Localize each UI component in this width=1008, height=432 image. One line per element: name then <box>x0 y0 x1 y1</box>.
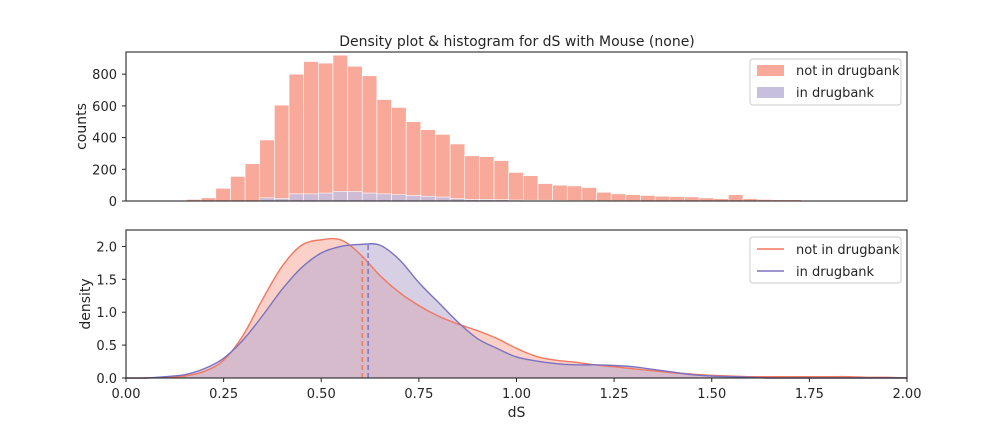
legend-label: not in drugbank <box>796 64 900 79</box>
x-tick-label: 0.75 <box>404 387 433 402</box>
hist-bar-in-drugbank <box>420 195 436 202</box>
density-area-in-drugbank <box>126 243 907 379</box>
hist-bar-not-in-drugbank <box>449 143 466 202</box>
hist-bar-in-drugbank <box>391 194 407 202</box>
hist-bar-not-in-drugbank <box>361 75 378 202</box>
hist-bar-in-drugbank <box>405 195 422 202</box>
x-axis-label: dS <box>508 405 526 421</box>
y-tick-label: 800 <box>92 68 117 83</box>
hist-bar-not-in-drugbank <box>581 187 597 202</box>
hist-bar-not-in-drugbank <box>552 184 568 202</box>
hist-bar-in-drugbank <box>376 193 392 202</box>
legend-label: not in drugbank <box>796 243 900 258</box>
hist-bar-not-in-drugbank <box>596 191 612 202</box>
x-tick-label: 1.00 <box>502 387 531 402</box>
histogram-panel: 0 200 400 600 800 counts not in drugbank in dru… <box>74 51 908 210</box>
hist-bar-in-drugbank <box>435 196 451 202</box>
legend-box <box>749 236 902 284</box>
hist-bar-not-in-drugbank <box>259 139 275 202</box>
hist-bar-not-in-drugbank <box>493 160 509 202</box>
hist-bar-not-in-drugbank <box>303 61 319 202</box>
hist-bar-not-in-drugbank <box>420 129 436 202</box>
y-axis-label: density <box>78 278 94 329</box>
x-tick-label: 2.00 <box>893 387 922 402</box>
hist-bar-not-in-drugbank <box>318 62 334 202</box>
histogram-series-not-in-drugbank <box>186 54 861 202</box>
hist-bar-not-in-drugbank <box>640 195 656 202</box>
hist-bar-not-in-drugbank <box>215 188 231 202</box>
x-tick-label: 1.25 <box>600 387 629 402</box>
y-tick-label: 1.5 <box>96 273 117 288</box>
hist-bar-not-in-drugbank <box>405 121 422 202</box>
hist-bar-not-in-drugbank <box>464 155 480 202</box>
y-tick-label: 600 <box>92 100 117 115</box>
plot-frame <box>125 229 908 379</box>
hist-bar-in-drugbank <box>288 193 304 202</box>
hist-bar-not-in-drugbank <box>376 99 392 202</box>
chart-title: Density plot & histogram for dS with Mou… <box>339 34 695 50</box>
hist-bar-not-in-drugbank <box>391 107 407 202</box>
x-tick-label: 0.50 <box>307 387 336 402</box>
y-tick-label: 0 <box>109 195 117 210</box>
hist-bar-in-drugbank <box>361 192 378 202</box>
hist-bar-not-in-drugbank <box>274 104 290 202</box>
y-tick-label: 0.0 <box>96 372 117 387</box>
x-tick-label: 1.50 <box>697 387 726 402</box>
hist-bar-not-in-drugbank <box>625 194 641 202</box>
hist-bar-not-in-drugbank <box>479 156 495 202</box>
hist-bar-not-in-drugbank <box>508 172 524 202</box>
legend-label: in drugbank <box>796 265 875 280</box>
legend-swatch <box>757 87 784 98</box>
plot-frame <box>125 51 908 202</box>
hist-bar-in-drugbank <box>332 191 348 202</box>
hist-bar-not-in-drugbank <box>610 193 627 202</box>
legend-swatch <box>757 65 784 76</box>
legend: not in drugbank in drugbank <box>749 236 902 284</box>
y-tick-label: 400 <box>92 132 117 147</box>
hist-bar-not-in-drugbank <box>523 175 539 202</box>
x-tick-label: 0.25 <box>209 387 238 402</box>
x-tick-label: 1.75 <box>795 387 824 402</box>
y-tick-label: 200 <box>92 163 117 178</box>
hist-bar-not-in-drugbank <box>566 185 583 202</box>
hist-bar-in-drugbank <box>347 191 363 202</box>
hist-bar-not-in-drugbank <box>332 54 348 202</box>
density-line-not-in-drugbank <box>125 237 908 379</box>
hist-bar-not-in-drugbank <box>654 195 671 202</box>
y-axis-label: counts <box>74 103 90 150</box>
hist-bar-not-in-drugbank <box>684 196 700 202</box>
hist-bar-not-in-drugbank <box>230 176 246 202</box>
hist-bar-not-in-drugbank <box>728 194 744 202</box>
y-tick-label: 0.5 <box>96 339 117 354</box>
x-tick-label: 0.00 <box>112 387 141 402</box>
hist-bar-not-in-drugbank <box>347 65 363 202</box>
hist-bar-not-in-drugbank <box>288 73 304 202</box>
legend: not in drugbank in drugbank <box>749 58 902 106</box>
hist-bar-not-in-drugbank <box>435 134 451 202</box>
hist-bar-not-in-drugbank <box>244 163 261 202</box>
hist-bar-in-drugbank <box>318 192 334 202</box>
density-panel: 0.0 0.5 1.0 1.5 2.0 0.00 0.25 0.50 0.75 1.00 1.25 1… <box>78 229 922 421</box>
legend-box <box>749 58 902 106</box>
hist-bar-in-drugbank <box>303 193 319 202</box>
hist-bar-not-in-drugbank <box>537 183 553 202</box>
y-tick-label: 2.0 <box>96 240 117 255</box>
legend-label: in drugbank <box>796 86 875 101</box>
y-tick-label: 1.0 <box>96 306 117 321</box>
hist-bar-not-in-drugbank <box>669 196 685 202</box>
